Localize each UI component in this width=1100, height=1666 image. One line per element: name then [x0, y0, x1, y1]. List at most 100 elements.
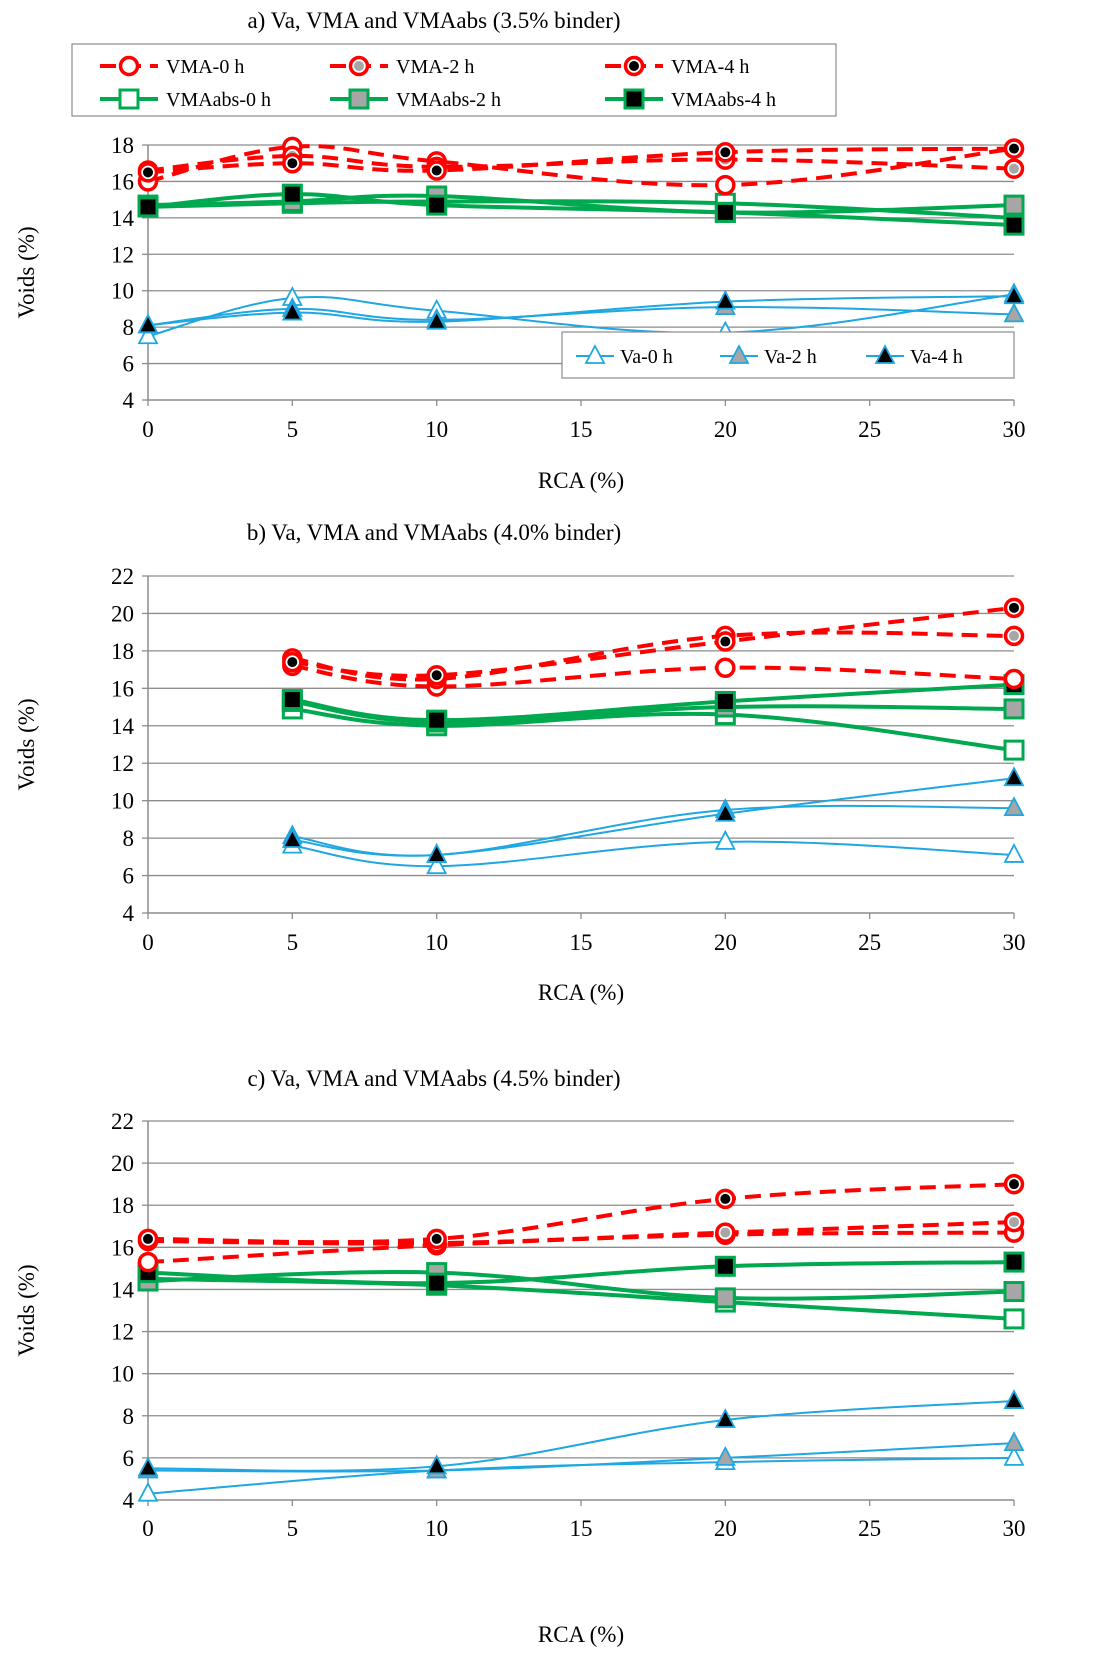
y-tick-label: 6	[123, 864, 135, 889]
data-point	[714, 690, 736, 712]
y-tick-label: 4	[123, 388, 135, 413]
legend-swatch-marker	[348, 88, 370, 110]
x-axis-label: RCA (%)	[538, 1622, 624, 1647]
legend-label: VMA-2 h	[396, 56, 474, 78]
chart-c: 4 6 8 10 12 14 16 18 20 22 0 5 10 15 20 25 30 RCA (%) Void…	[14, 1109, 1026, 1647]
series-line-vma-2h	[292, 630, 1015, 682]
series-line-vma-4h	[292, 605, 1015, 678]
data-point	[426, 1454, 448, 1475]
legend-swatch-marker-fill	[354, 61, 364, 71]
data-point-fill	[1009, 1179, 1019, 1190]
x-tick-label: 5	[287, 930, 299, 955]
legend-label: Va-0 h	[620, 346, 673, 368]
data-point	[137, 324, 159, 345]
data-point-fill	[431, 165, 442, 176]
chart-b: 4 6 8 10 12 14 16 18 20 22 0 5 10 15 20 25 30 RCA (%) Void…	[14, 564, 1026, 1005]
legend-label: VMAabs-2 h	[396, 89, 501, 111]
y-tick-label: 22	[111, 564, 134, 589]
data-point	[281, 828, 303, 848]
legend-top: VMA-0 h VMA-2 h VMA-4 h VMAabs-0 h VMAabs-2 …	[71, 43, 837, 117]
data-point	[137, 1481, 159, 1502]
data-point	[426, 194, 448, 216]
data-point	[1003, 1251, 1025, 1273]
chart-b-title: b) Va, VMA and VMAabs (4.0% binder)	[247, 520, 621, 545]
x-tick-label: 30	[1003, 417, 1026, 442]
y-tick-label: 8	[123, 1404, 135, 1429]
data-point	[1003, 698, 1025, 720]
data-point-fill	[720, 1227, 731, 1238]
series-line-vma-4h	[147, 146, 1015, 175]
data-point	[714, 1408, 736, 1428]
data-point	[715, 174, 736, 196]
series-line-vma-2h	[147, 1220, 1015, 1246]
y-tick-label: 4	[123, 901, 135, 926]
chart-c-title: c) Va, VMA and VMAabs (4.5% binder)	[247, 1066, 620, 1091]
data-point	[1003, 284, 1025, 305]
data-point	[714, 1255, 736, 1277]
data-point	[281, 300, 303, 321]
x-tick-label: 15	[570, 1516, 593, 1541]
legend-label: VMA-0 h	[166, 56, 244, 78]
legend-swatch-marker	[584, 344, 606, 364]
y-tick-label: 8	[123, 826, 135, 851]
data-point	[714, 829, 736, 850]
y-tick-label: 10	[111, 1362, 134, 1387]
data-point-fill	[287, 657, 298, 668]
data-point	[281, 689, 303, 711]
x-tick-label: 20	[714, 417, 737, 442]
x-tick-label: 10	[425, 417, 448, 442]
x-tick-label: 30	[1003, 1516, 1026, 1541]
y-tick-label: 4	[123, 1488, 135, 1513]
series-line-vma-2h	[147, 153, 1015, 173]
data-point-fill	[720, 1193, 731, 1204]
data-point	[426, 854, 448, 875]
data-point-fill	[1009, 1217, 1019, 1228]
data-point-fill	[720, 147, 731, 158]
data-point-fill	[1009, 602, 1019, 613]
series-line-va-4h	[147, 295, 1015, 327]
data-point-fill	[143, 1233, 153, 1244]
data-point	[1003, 766, 1025, 787]
series-line-vmaabs-4h	[292, 682, 1015, 723]
x-tick-label: 10	[425, 930, 448, 955]
data-point	[1003, 214, 1025, 236]
legend-swatch-marker	[623, 88, 645, 110]
series-line-va-4h	[147, 1400, 1015, 1472]
data-point	[714, 1287, 736, 1309]
y-tick-label: 12	[111, 1320, 134, 1345]
x-tick-label: 20	[714, 1516, 737, 1541]
legend-box	[561, 331, 1015, 379]
data-point	[137, 313, 159, 334]
data-point-fill	[1009, 143, 1019, 154]
data-point	[137, 1251, 159, 1273]
y-tick-label: 20	[111, 601, 134, 626]
y-tick-label: 14	[111, 206, 135, 231]
y-tick-label: 18	[111, 1193, 134, 1218]
data-point	[426, 1272, 448, 1294]
series-line-va-4h	[292, 777, 1015, 857]
data-point	[1003, 1308, 1025, 1330]
data-point	[137, 1456, 159, 1477]
series-line-vmaabs-2h	[147, 1270, 1015, 1301]
series-line-va-2h	[292, 804, 1015, 857]
series-line-vma-0h	[147, 1230, 1015, 1265]
data-point	[714, 289, 736, 310]
y-tick-label: 18	[111, 133, 134, 158]
legend-swatch-marker	[118, 55, 140, 77]
chart-a: 4 6 8 10 12 14 16 18 0 5 10 15 20 25 30 RCA (%) Voids (%…	[14, 133, 1026, 493]
data-point	[1003, 843, 1025, 863]
legend-swatch-marker	[728, 344, 750, 364]
data-point-fill	[431, 1233, 442, 1244]
series-line-vma-4h	[147, 1182, 1015, 1245]
legend-box	[71, 43, 837, 117]
series-line-vmaabs-4h	[147, 192, 1015, 228]
x-tick-label: 20	[714, 930, 737, 955]
x-tick-label: 30	[1003, 930, 1026, 955]
series-line-vmaabs-0h	[292, 706, 1015, 753]
data-point	[714, 801, 736, 822]
data-point	[1003, 1389, 1025, 1409]
y-axis-label: Voids (%)	[14, 698, 39, 790]
legend-label: Va-4 h	[910, 346, 963, 368]
data-point	[1003, 194, 1025, 216]
